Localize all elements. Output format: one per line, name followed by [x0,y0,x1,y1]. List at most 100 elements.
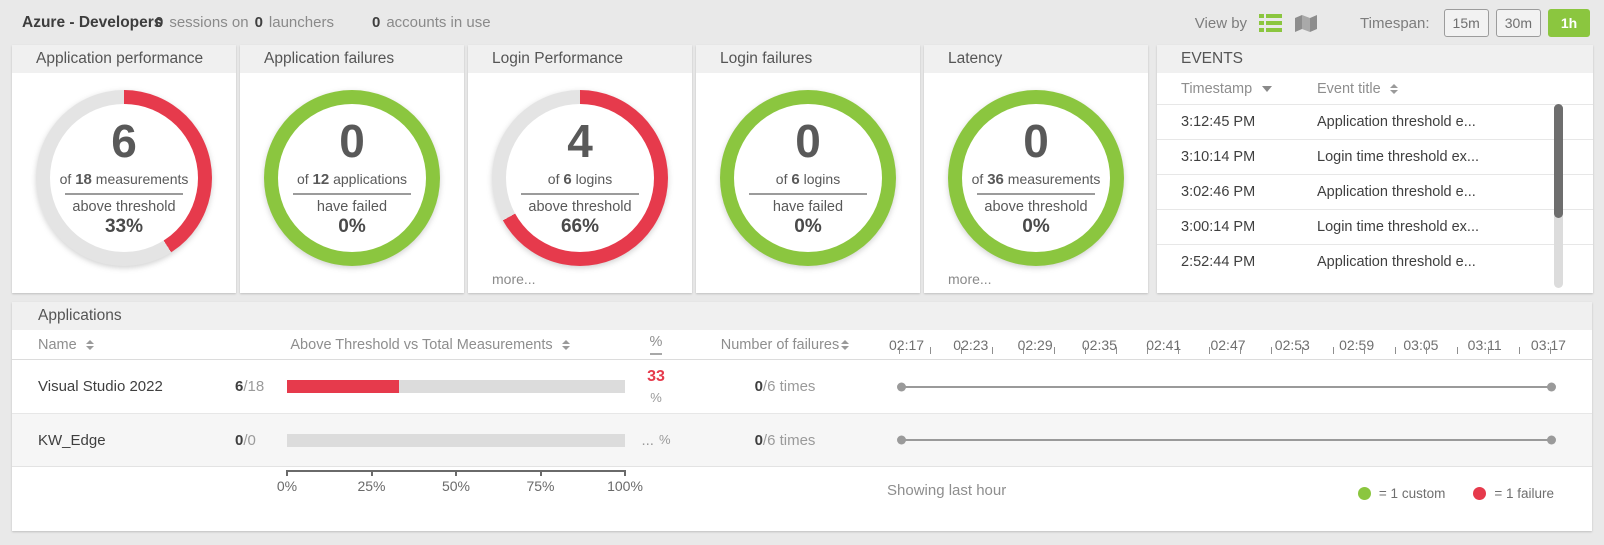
axis-label: 75% [526,478,555,494]
name-column-header[interactable]: Name [12,337,235,353]
gauge-status: above threshold [72,199,176,215]
event-title: Login time threshold ex... [1317,149,1480,165]
events-scrollbar-thumb[interactable] [1554,104,1563,219]
gauge-status: have failed [316,199,388,215]
event-title: Application threshold e... [1317,114,1476,130]
events-panel: EVENTS Timestamp Event title 3:12:45 PM … [1157,45,1593,293]
timespan-group: 15m 30m 1h [1443,9,1590,37]
sort-icon [841,339,850,350]
gauge-value: 0 [795,115,821,167]
card-title: Latency [924,45,1148,73]
event-timestamp: 3:10:14 PM [1181,149,1256,165]
application-performance-card: Application performance 6 of 18 measurem… [12,45,236,293]
sort-icon [85,339,94,350]
threshold-column-header[interactable]: Above Threshold vs Total Measurements [235,337,625,353]
accounts-label: accounts in use [386,14,491,31]
gauge-status: above threshold [528,199,632,215]
gauge-value: 6 [111,115,137,167]
login-performance-donut: 4 of 6 logins above threshold 66% [492,90,668,266]
axis-label: 100% [607,478,643,494]
more-link[interactable]: more... [948,271,992,287]
gauge-status: have failed [772,199,844,215]
applications-table-header: Name Above Threshold vs Total Measuremen… [12,330,1592,360]
event-timestamp: 3:02:46 PM [1181,184,1256,200]
timeline-line [901,439,1552,441]
timespan-label: Timespan: [1360,14,1430,32]
table-row-kw-edge[interactable]: KW_Edge 0/0 ... % 0/6 times [12,413,1592,466]
red-dot-icon [1473,487,1487,500]
accounts-count: 0 [372,14,381,31]
percent-axis: 0% 25% 50% 75% 100% [277,470,643,494]
event-timestamp: 2:52:44 PM [1181,254,1256,270]
dashboard-title: Azure - Developers [22,14,163,31]
timespan-1h-button[interactable]: 1h [1548,9,1590,37]
timeline-cell [883,414,1592,466]
latency-donut: 0 of 36 measurements above threshold 0% [948,90,1124,266]
gauge-divider [293,193,411,195]
timeline-cell [883,360,1592,413]
sort-icon [1389,83,1398,94]
events-title-column-header[interactable]: Event title [1317,81,1398,97]
threshold-bar [287,433,625,447]
failures-column-header[interactable]: Number of failures [687,337,883,353]
card-title: Login Performance [468,45,692,73]
measurement-ratio: 6/18 [235,378,265,395]
gauge-percent: 33% [104,216,144,237]
gauge-percent: 66% [560,216,600,237]
login-performance-card: Login Performance 4 of 6 logins above th… [468,45,692,293]
timeline-line [901,385,1552,388]
session-stats: 0 sessions on 0 launchers [155,14,334,31]
events-title: EVENTS [1157,45,1593,73]
applications-footer: 0% 25% 50% 75% 100% Showing last hour = … [12,466,1592,532]
gauge-value: 4 [567,115,593,167]
legend-failure: = 1 failure [1473,486,1554,501]
application-failures-card: Application failures 0 of 12 application… [240,45,464,293]
launchers-count: 0 [254,14,263,31]
more-link[interactable]: more... [492,271,536,287]
applications-title: Applications [12,302,1592,330]
legend-custom: = 1 custom [1357,486,1445,501]
list-view-icon[interactable] [1259,14,1283,32]
application-performance-donut: 6 of 18 measurements above threshold 33% [36,90,212,266]
gauge-percent: 0% [1022,216,1050,237]
sessions-label: sessions on [169,14,249,31]
timespan-30m-button[interactable]: 30m [1495,9,1541,37]
card-title: Application performance [12,45,236,73]
gauge-divider [65,193,183,195]
table-row-visual-studio-2022[interactable]: Visual Studio 2022 6/18 33 % 0/6 times [12,360,1592,413]
event-row[interactable]: 3:00:14 PM Login time threshold ex... [1157,209,1593,244]
app-name: Visual Studio 2022 [38,378,163,395]
timeline-header: 02:17 02:23 02:29 02:35 02:41 02:47 02:5… [883,337,1592,354]
app-name: KW_Edge [38,431,106,449]
sort-icon [561,339,570,350]
event-timestamp: 3:12:45 PM [1181,114,1256,130]
threshold-bar [287,380,625,393]
failures-cell: 0/6 times [754,431,816,449]
launchers-label: launchers [268,14,334,31]
events-scrollbar [1554,104,1563,288]
event-row[interactable]: 3:12:45 PM Application threshold e... [1157,104,1593,139]
event-title: Login time threshold ex... [1317,219,1480,235]
login-failures-donut: 0 of 6 logins have failed 0% [720,90,896,266]
gauge-divider [977,193,1095,195]
login-failures-card: Login failures 0 of 6 logins have failed… [696,45,920,293]
measurement-ratio: 0/0 [235,431,256,449]
event-row[interactable]: 2:52:44 PM Application threshold e... [1157,244,1593,279]
event-timestamp: 3:00:14 PM [1181,219,1256,235]
gauge-percent: 0% [338,216,366,237]
events-timestamp-column-header[interactable]: Timestamp [1181,81,1317,97]
event-row[interactable]: 3:02:46 PM Application threshold e... [1157,174,1593,209]
axis-label: 0% [276,478,298,494]
timespan-15m-button[interactable]: 15m [1443,9,1489,37]
map-view-icon[interactable] [1294,14,1318,33]
application-failures-donut: 0 of 12 applications have failed 0% [264,90,440,266]
failures-cell: 0/6 times [754,378,816,395]
percent-cell: 33 % [647,368,665,405]
event-row[interactable]: 3:10:14 PM Login time threshold ex... [1157,139,1593,174]
percent-column-header[interactable]: % [625,334,687,355]
sort-desc-icon [1262,85,1273,92]
event-title: Application threshold e... [1317,184,1476,200]
gauge-divider [521,193,639,195]
gauge-value: 0 [339,115,365,167]
threshold-bar-fill [287,380,399,393]
